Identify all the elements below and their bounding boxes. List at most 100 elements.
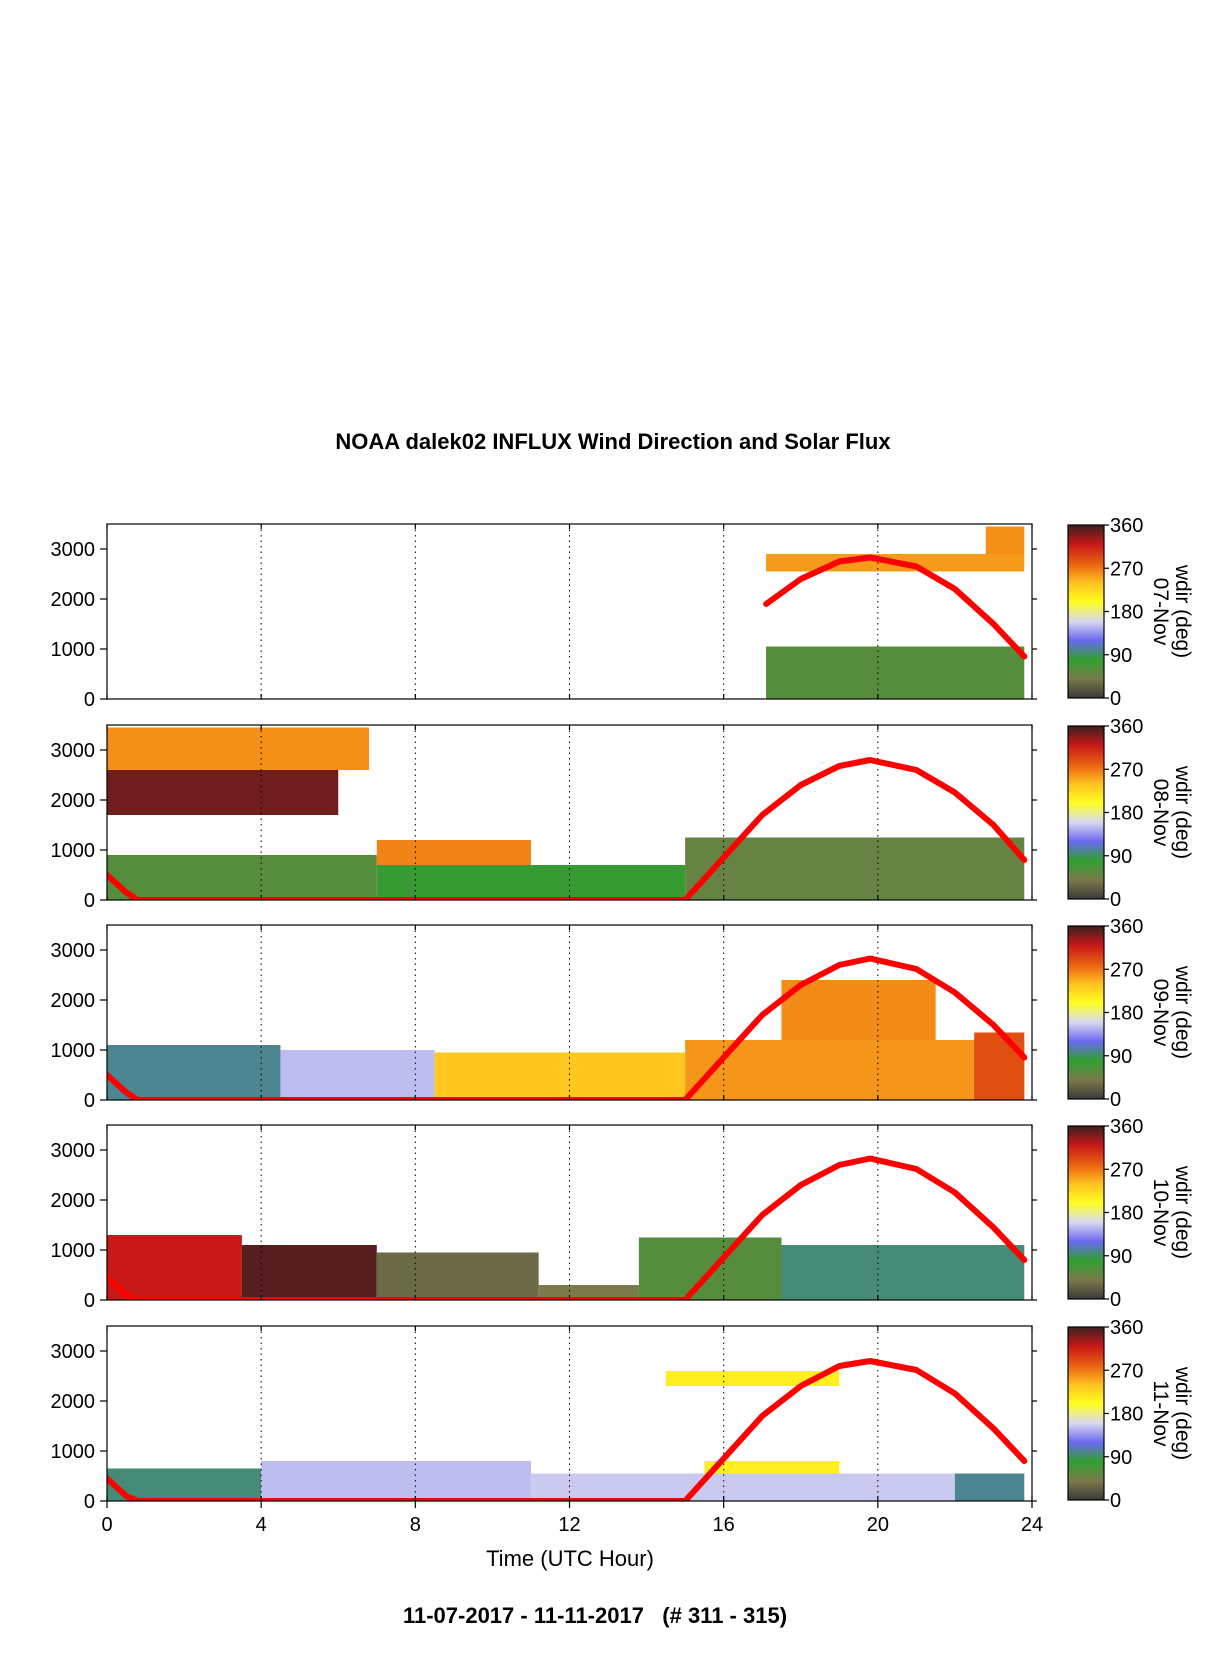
colorbar-tick-label: 180 [1110, 1404, 1143, 1426]
colorbar [1067, 524, 1105, 699]
colorbar-tick-label: 270 [1110, 1159, 1143, 1181]
x-tick-label: 8 [410, 1514, 421, 1536]
footer-date-range: 11-07-2017 - 11-11-2017 (# 311 - 315) [403, 1603, 787, 1628]
x-tick-label: 20 [867, 1514, 889, 1536]
y-tick-label: 1000 [51, 840, 96, 862]
wdir-region-1 [107, 855, 377, 900]
wdir-region-2 [280, 1050, 435, 1100]
wdir-region-6 [704, 1461, 840, 1474]
y-tick-label: 3000 [51, 539, 96, 561]
panel-date-label: 08-Nov [1149, 779, 1172, 847]
wdir-region-3 [685, 837, 1025, 900]
wdir-region-2 [376, 865, 686, 900]
y-tick-label: 1000 [51, 1040, 96, 1062]
colorbar-tick-label: 0 [1110, 1089, 1121, 1111]
colorbar-label: wdir (deg) [1171, 965, 1194, 1059]
y-tick-label: 2000 [51, 1190, 96, 1212]
y-tick-label: 2000 [51, 589, 96, 611]
colorbar-tick-label: 180 [1110, 1003, 1143, 1025]
colorbar-tick-label: 90 [1110, 846, 1132, 868]
colorbar-tick-label: 90 [1110, 1447, 1132, 1469]
panel-08-nov: 0 1000 2000 3000 0 90 180 270 360 08-Nov wdir (deg… [51, 716, 1195, 912]
colorbar-tick-label: 360 [1110, 1116, 1143, 1138]
x-tick-label: 12 [558, 1514, 580, 1536]
y-tick-label: 3000 [51, 1341, 96, 1363]
y-tick-label: 2000 [51, 990, 96, 1012]
colorbar-tick-label: 0 [1110, 1490, 1121, 1512]
wdir-region-5 [781, 980, 936, 1040]
wdir-region-4 [685, 1040, 1025, 1100]
solar-flux-line [107, 1358, 1028, 1501]
x-axis-label: Time (UTC Hour) [486, 1546, 654, 1571]
panel-11-nov: 0 1000 2000 3000 0 90 180 270 360 11-Nov wdir (deg… [51, 1317, 1195, 1513]
colorbar-tick-label: 90 [1110, 1046, 1132, 1068]
y-tick-label: 3000 [51, 940, 96, 962]
colorbar-tick-label: 360 [1110, 916, 1143, 938]
wdir-region-6 [974, 1032, 1025, 1100]
wdir-region-1 [107, 1045, 281, 1100]
wdir-region-3 [985, 526, 1025, 554]
colorbar [1067, 925, 1105, 1100]
x-tick-label: 16 [713, 1514, 735, 1536]
wdir-region-3 [530, 1473, 955, 1501]
wdir-region-3 [376, 1252, 539, 1300]
wdir-region-3 [434, 1052, 686, 1100]
solar-flux-line [107, 757, 1028, 900]
panel-10-nov: 0 1000 2000 3000 0 90 180 270 360 10-Nov wdir (deg… [51, 1116, 1195, 1312]
y-tick-label: 0 [84, 890, 95, 912]
colorbar-label: wdir (deg) [1171, 1366, 1194, 1460]
y-tick-label: 0 [84, 689, 95, 711]
colorbar-label: wdir (deg) [1171, 1165, 1194, 1259]
wdir-region-1 [107, 1235, 242, 1300]
panel-date-label: 10-Nov [1149, 1179, 1172, 1247]
colorbar-tick-label: 360 [1110, 515, 1143, 537]
wdir-region-2 [261, 1461, 531, 1501]
panel-date-label: 09-Nov [1149, 979, 1172, 1047]
x-tick-label: 0 [101, 1514, 112, 1536]
colorbar [1067, 1125, 1105, 1300]
wdir-region-4 [107, 727, 370, 770]
colorbar-tick-label: 270 [1110, 1360, 1143, 1382]
colorbar-tick-label: 180 [1110, 1203, 1143, 1225]
colorbar-tick-label: 180 [1110, 602, 1143, 624]
panel-date-label: 11-Nov [1149, 1380, 1172, 1447]
y-tick-label: 2000 [51, 790, 96, 812]
y-tick-label: 0 [84, 1090, 95, 1112]
wdir-region-4 [538, 1285, 639, 1300]
panel-07-nov: 0 1000 2000 3000 0 90 180 270 360 07-Nov wdir (deg… [51, 515, 1195, 711]
y-tick-label: 0 [84, 1290, 95, 1312]
colorbar-tick-label: 270 [1110, 759, 1143, 781]
colorbar-label: wdir (deg) [1171, 765, 1194, 859]
colorbar-label: wdir (deg) [1171, 564, 1194, 658]
colorbar-tick-label: 360 [1110, 716, 1143, 738]
y-tick-label: 1000 [51, 1441, 96, 1463]
wdir-region-6 [781, 1245, 1025, 1300]
y-tick-label: 3000 [51, 740, 96, 762]
wdir-region-5 [107, 770, 339, 815]
wdir-region-6 [376, 840, 531, 865]
solar-flux-line [107, 955, 1028, 1100]
y-tick-label: 1000 [51, 639, 96, 661]
wdir-region-4 [954, 1473, 1025, 1501]
x-tick-label: 24 [1021, 1514, 1043, 1536]
wdir-region-2 [241, 1245, 377, 1300]
y-tick-label: 1000 [51, 1240, 96, 1262]
solar-flux-line [763, 554, 1028, 660]
solar-flux-line [107, 1155, 1028, 1300]
x-axis: 0 4 8 12 16 20 24 [101, 1501, 1043, 1536]
colorbar-tick-label: 270 [1110, 959, 1143, 981]
panel-09-nov: 0 1000 2000 3000 0 90 180 270 360 09-Nov wdir (deg… [51, 916, 1195, 1112]
y-tick-label: 3000 [51, 1140, 96, 1162]
colorbar-tick-label: 0 [1110, 688, 1121, 710]
y-tick-label: 0 [84, 1491, 95, 1513]
colorbar-tick-label: 90 [1110, 1246, 1132, 1268]
colorbar-tick-label: 180 [1110, 803, 1143, 825]
colorbar [1067, 725, 1105, 900]
colorbar-tick-label: 0 [1110, 889, 1121, 911]
x-tick-label: 4 [256, 1514, 267, 1536]
y-tick-label: 2000 [51, 1391, 96, 1413]
wdir-region-1 [766, 646, 1025, 699]
colorbar-tick-label: 360 [1110, 1317, 1143, 1339]
wdir-region-5 [665, 1371, 840, 1386]
